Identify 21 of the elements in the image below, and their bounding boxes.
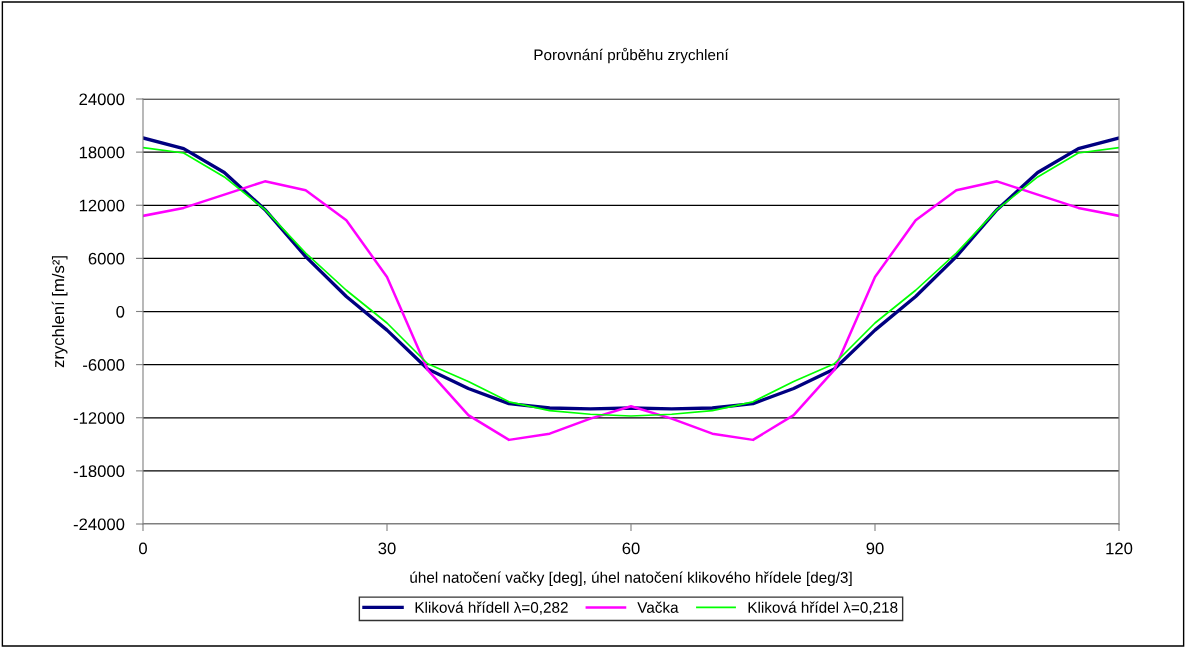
- chart-title: Porovnání průběhu zrychlení: [534, 47, 729, 64]
- legend-label: Vačka: [637, 601, 679, 613]
- x-tick-label: 90: [866, 542, 884, 555]
- x-tick-label: 0: [139, 542, 147, 555]
- y-tick-label: 12000: [79, 199, 125, 212]
- y-tick-label: 0: [116, 305, 125, 318]
- y-tick-label: -18000: [73, 465, 125, 478]
- x-axis-title: úhel natočení vačky [deg], úhel natočení klikového hřídele [deg/3]: [410, 571, 852, 586]
- legend-label: Kliková hřídell λ=0,282: [415, 601, 568, 615]
- x-tick-label: 120: [1106, 542, 1133, 555]
- line-series: [143, 180, 1119, 442]
- x-tick-label: 30: [378, 542, 396, 555]
- y-tick-label: 18000: [79, 146, 125, 159]
- y-tick-label: -12000: [73, 412, 125, 424]
- y-axis-title: zrychlení [m/s²]: [51, 256, 68, 368]
- x-tick-label: 60: [622, 542, 640, 555]
- y-tick-label: 24000: [79, 93, 125, 106]
- legend-label: Kliková hřídel λ=0,218: [748, 601, 898, 615]
- y-tick-label: -6000: [83, 359, 125, 371]
- y-tick-label: -24000: [73, 518, 125, 531]
- y-tick-label: 6000: [88, 252, 125, 265]
